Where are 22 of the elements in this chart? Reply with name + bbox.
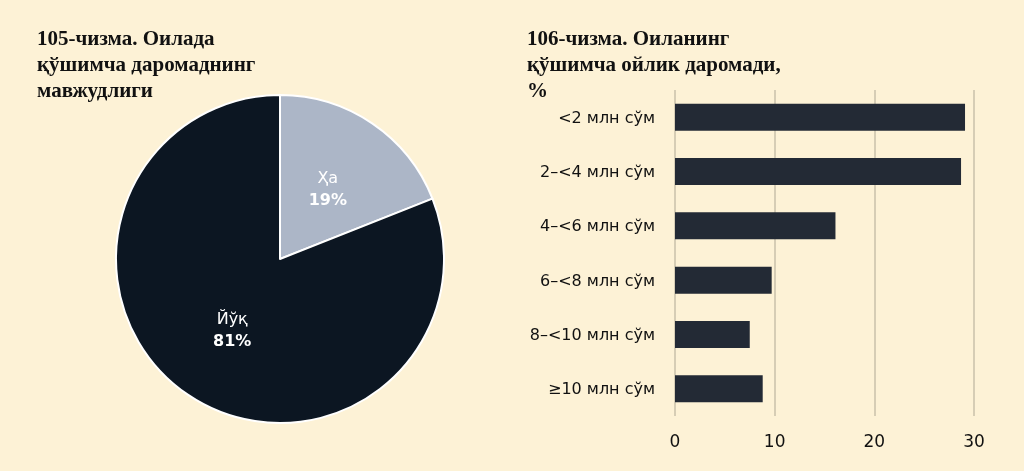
x-tick-label: 20: [863, 430, 886, 451]
y-tick-label: 8–<10 млн сўм: [529, 325, 655, 344]
bar: [675, 158, 962, 185]
data-label: 19%: [308, 190, 347, 210]
data-label: 81%: [213, 330, 252, 350]
x-tick-label: 0: [669, 430, 681, 451]
bar: [675, 266, 772, 294]
y-tick-label: 4–<6 млн сўм: [539, 216, 655, 236]
y-tick-label: ≥10 млн сўм: [547, 379, 655, 399]
slice-label: Ҳа: [317, 168, 339, 188]
bar: [675, 212, 836, 240]
y-tick-label: 6–<8 млн сўм: [539, 270, 655, 290]
slice-label: Йўқ: [216, 308, 249, 328]
x-tick-label: 10: [763, 430, 786, 451]
y-tick-label: <2 млн сўм: [558, 107, 655, 127]
bar: [675, 321, 750, 348]
bar: [675, 103, 966, 131]
bar: [675, 375, 763, 403]
y-tick-label: 2–<4 млн сўм: [539, 162, 655, 181]
chart-title: 105-чизма. Оилада қўшимча даромаднинг мавжудлиги: [37, 26, 261, 102]
x-tick-label: 30: [963, 430, 985, 451]
chart-title: 106-чизма. Оиланинг қўшимча ойлик даромади, %: [527, 26, 786, 102]
